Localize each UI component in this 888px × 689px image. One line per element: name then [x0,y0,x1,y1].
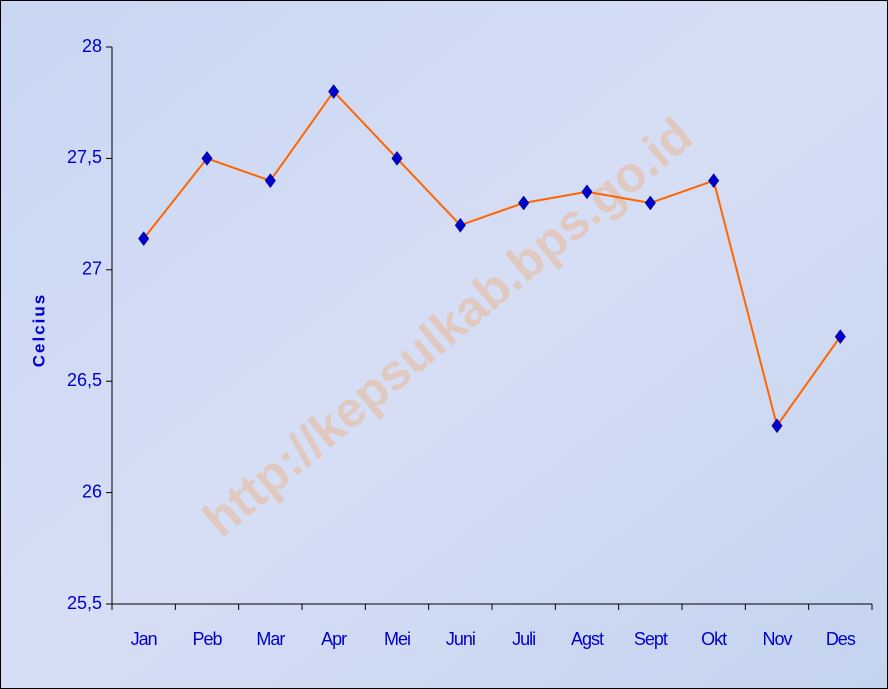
x-tick-label: Sept [634,629,668,649]
x-tick-label: Okt [701,629,727,649]
x-tick-label: Juni [446,629,475,649]
marker [771,418,783,434]
marker [138,231,150,247]
marker [581,184,593,200]
x-tick-label: Mei [384,629,410,649]
x-tick-label: Jan [131,629,157,649]
marker [454,217,466,233]
marker [264,173,276,189]
y-tick-label: 25,5 [67,593,102,613]
y-tick-label: 27 [82,259,102,279]
x-tick-label: Apr [321,629,347,649]
marker [644,195,656,211]
y-tick-label: 27,5 [67,147,102,167]
marker [391,150,403,166]
x-tick-label: Mar [256,629,285,649]
marker [708,173,720,189]
x-tick-label: Des [826,629,856,649]
x-tick-label: Nov [762,629,792,649]
marker [518,195,530,211]
y-tick-label: 26,5 [67,370,102,390]
y-axis-label: Celcius [29,293,48,367]
line [142,89,842,429]
marker [328,84,340,99]
x-tick-label: Juli [512,629,535,649]
x-tick-label: Peb [192,629,222,649]
x-tick-label: Agst [571,629,604,649]
y-tick-label: 28 [82,36,102,56]
y-tick-label: 26 [82,481,102,501]
marker [201,150,213,166]
marker [834,329,846,345]
